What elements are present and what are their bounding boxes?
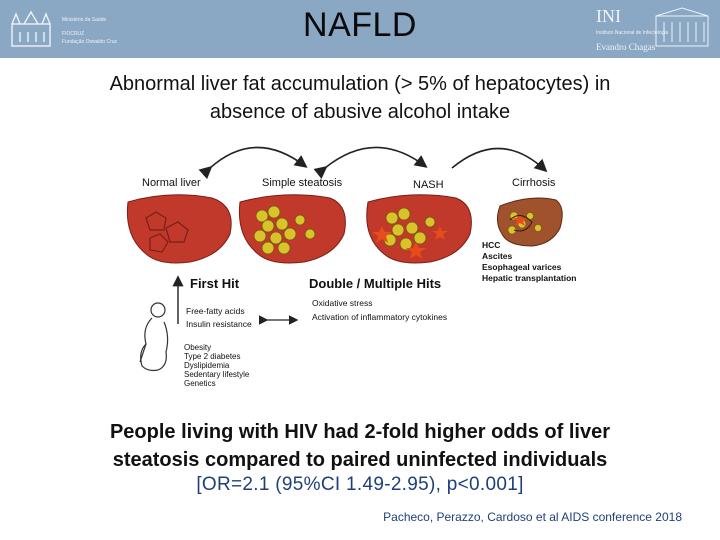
hiv-finding-line-2: steatosis compared to paired uninfected … [112, 449, 608, 471]
logo-left-line-2: FIOCRUZ [62, 31, 85, 37]
hiv-finding-line-1: People living with HIV had 2-fold higher… [109, 421, 611, 443]
first-hit-label: First Hit [190, 276, 240, 291]
outcome-hcc: HCC [482, 240, 500, 250]
risk-genetics: Genetics [184, 379, 216, 388]
building-icon [11, 10, 51, 47]
definition-line-2: absence of abusive alcohol intake [209, 101, 511, 123]
stage-label-nash: NASH [413, 179, 444, 191]
normal-liver [126, 194, 232, 264]
stage-label-steatosis: Simple steatosis [262, 177, 343, 189]
page-title: NAFLD [303, 6, 417, 44]
nash-liver [366, 194, 472, 264]
ini-logo-sub: Instituto Nacional de Infectologia [596, 30, 669, 36]
obese-person-icon [139, 302, 169, 372]
hiv-finding: People living with HIV had 2-fold higher… [20, 418, 700, 474]
cause-insulin-resistance: Insulin resistance [186, 319, 252, 329]
header-bar: Ministério da Saúde FIOCRUZ Fundação Osw… [0, 0, 720, 58]
cirrhosis-outcomes: HCC Ascites Esophageal varices Hepatic t… [482, 240, 576, 283]
risk-factors: Obesity Type 2 diabetes Dyslipidemia Sed… [184, 343, 250, 388]
risk-obesity: Obesity [184, 343, 211, 352]
ini-logo-person: Evandro Chagas [596, 42, 656, 52]
risk-diabetes: Type 2 diabetes [184, 352, 240, 361]
reversible-arrow-1 [198, 146, 308, 180]
citation-text: Pacheco, Perazzo, Cardoso et al AIDS con… [383, 510, 682, 524]
stage-label-cirrhosis: Cirrhosis [512, 177, 556, 189]
fiocruz-logo: Ministério da Saúde FIOCRUZ Fundação Osw… [6, 6, 146, 52]
cause-oxidative-stress: Oxidative stress [312, 298, 372, 308]
progression-arrow-3 [451, 147, 548, 173]
stage-label-normal: Normal liver [142, 177, 201, 189]
outcome-transplant: Hepatic transplantation [482, 273, 576, 283]
cirrhosis-liver [496, 197, 563, 247]
definition-text: Abnormal liver fat accumulation (> 5% of… [20, 70, 700, 126]
reversible-arrow-2 [313, 146, 428, 179]
definition-line-1: Abnormal liver fat accumulation (> 5% of… [109, 73, 611, 95]
cause-free-fatty-acids: Free-fatty acids [186, 306, 245, 316]
multiple-hits-label: Double / Multiple Hits [309, 276, 441, 291]
odds-ratio-text: [OR=2.1 (95%CI 1.49-2.95), p<0.001] [196, 474, 524, 495]
outcome-varices: Esophageal varices [482, 262, 562, 272]
ini-logo-name: INI [596, 6, 621, 26]
logo-left-line-3: Fundação Oswaldo Cruz [62, 39, 118, 45]
logo-left-line-1: Ministério da Saúde [62, 17, 107, 23]
nafld-progression-diagram: Normal liver Simple steatosis NASH Cirrh… [126, 146, 576, 388]
outcome-ascites: Ascites [482, 251, 513, 261]
steatosis-liver [238, 194, 346, 264]
risk-sedentary: Sedentary lifestyle [184, 370, 250, 379]
ini-logo: INI Instituto Nacional de Infectologia E… [592, 4, 712, 54]
ini-building-icon [655, 7, 709, 47]
risk-dyslipidemia: Dyslipidemia [184, 361, 230, 370]
cause-inflammatory-cytokines: Activation of inflammatory cytokines [312, 312, 447, 322]
